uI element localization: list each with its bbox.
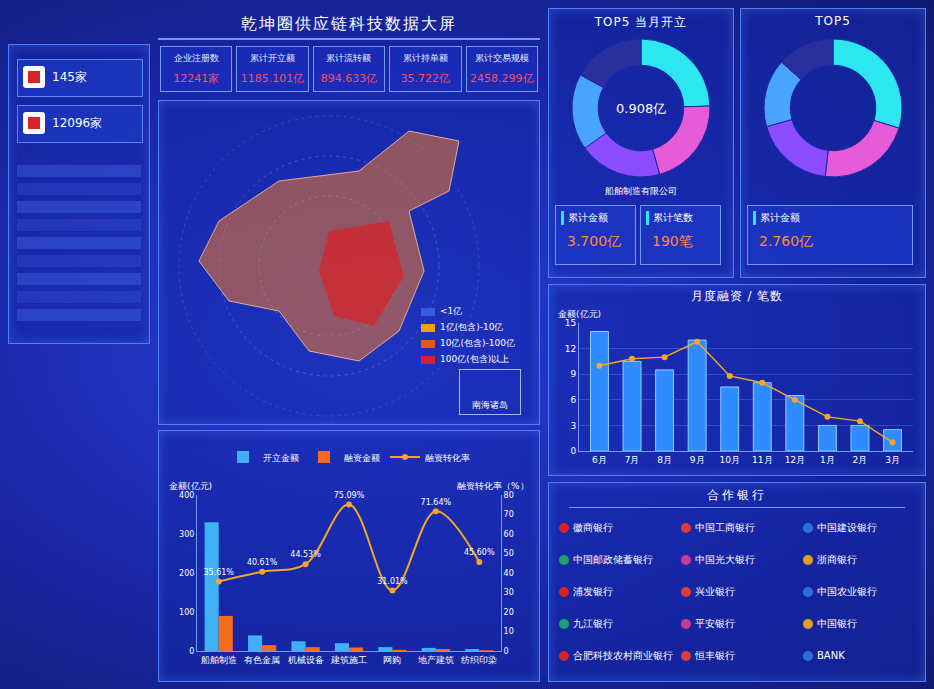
svg-text:44.53%: 44.53% (290, 550, 321, 559)
svg-text:31.01%: 31.01% (377, 577, 408, 586)
svg-text:35.61%: 35.61% (203, 568, 234, 577)
svg-text:融资转化率: 融资转化率 (425, 453, 470, 463)
html-text:恒丰银行: 恒丰银行 (695, 649, 735, 661)
svg-text:金额(亿元): 金额(亿元) (169, 481, 212, 491)
svg-text:9: 9 (570, 369, 576, 379)
html-text:累计持单额: 累计持单额 (402, 53, 448, 63)
svg-text:75.09%: 75.09% (334, 491, 365, 500)
html-text:累计金额: 累计金额 (568, 212, 608, 223)
html-text:兴业银行: 兴业银行 (695, 585, 735, 597)
svg-text:50: 50 (504, 549, 514, 558)
html-text:145家: 145家 (52, 70, 87, 84)
html-text:1亿(包含)-10亿: 1亿(包含)-10亿 (440, 322, 504, 332)
svg-text:71.64%: 71.64% (421, 498, 452, 507)
svg-text:15: 15 (565, 318, 576, 328)
html-text:2.760亿: 2.760亿 (759, 233, 814, 249)
svg-text:网购: 网购 (383, 655, 401, 665)
svg-text:船舶制造: 船舶制造 (201, 655, 237, 665)
html-text:九江银行: 九江银行 (573, 617, 613, 629)
svg-text:40.61%: 40.61% (247, 558, 278, 567)
svg-text:金额(亿元): 金额(亿元) (558, 309, 601, 319)
html-text:平安银行: 平安银行 (695, 617, 735, 629)
svg-text:3: 3 (570, 421, 576, 431)
html-text:累计金额: 累计金额 (760, 212, 800, 223)
svg-text:地产建筑: 地产建筑 (417, 655, 454, 665)
html-text:累计笔数: 累计笔数 (653, 212, 693, 223)
svg-text:融资金额: 融资金额 (344, 453, 380, 463)
html-text:中国工商银行: 中国工商银行 (695, 521, 755, 533)
html-text:BANK: BANK (817, 650, 845, 661)
html-text:1185.101亿: 1185.101亿 (240, 72, 305, 85)
html-text:月度融资 / 笔数: 月度融资 / 笔数 (690, 289, 784, 303)
html-text:190笔: 190笔 (652, 233, 693, 249)
html-text:南海诸岛: 南海诸岛 (472, 400, 508, 410)
html-text:乾坤圈供应链科技数据大屏: 乾坤圈供应链科技数据大屏 (241, 14, 457, 33)
svg-text:400: 400 (179, 491, 194, 500)
html-text:2458.299亿: 2458.299亿 (470, 72, 534, 85)
svg-text:12月: 12月 (785, 455, 805, 465)
svg-text:0: 0 (189, 647, 194, 656)
html-text:企业注册数: 企业注册数 (173, 53, 219, 63)
svg-text:0: 0 (570, 446, 576, 456)
svg-text:70: 70 (504, 510, 514, 519)
html-text:累计开立额: 累计开立额 (250, 53, 296, 63)
svg-text:开立金额: 开立金额 (263, 453, 299, 463)
html-text:35.722亿: 35.722亿 (400, 72, 451, 85)
html-text:TOP5 当月开立: TOP5 当月开立 (594, 15, 688, 29)
svg-text:40: 40 (504, 569, 514, 578)
html-text:合作银行: 合作银行 (707, 488, 767, 502)
svg-text:纺织印染: 纺织印染 (461, 655, 497, 665)
html-text:TOP5: TOP5 (815, 14, 851, 28)
svg-text:3月: 3月 (885, 455, 900, 465)
svg-text:100: 100 (179, 608, 194, 617)
svg-text:0.908亿: 0.908亿 (616, 101, 666, 116)
svg-text:12: 12 (565, 344, 576, 354)
svg-text:9月: 9月 (690, 455, 705, 465)
svg-text:60: 60 (504, 530, 514, 539)
svg-text:1月: 1月 (820, 455, 835, 465)
html-text:中国邮政储蓄银行: 中国邮政储蓄银行 (573, 553, 653, 565)
html-text:浙商银行: 浙商银行 (817, 553, 857, 565)
html-text:中国农业银行: 中国农业银行 (817, 585, 877, 597)
svg-text:融资转化率（%）: 融资转化率（%） (457, 481, 529, 491)
html-text:徽商银行: 徽商银行 (573, 521, 613, 533)
svg-text:300: 300 (179, 530, 194, 539)
svg-text:7月: 7月 (625, 455, 640, 465)
html-text:12241家: 12241家 (173, 72, 220, 85)
html-text:中国光大银行: 中国光大银行 (695, 553, 755, 565)
svg-text:建筑施工: 建筑施工 (330, 655, 367, 665)
html-text:中国银行: 中国银行 (817, 617, 857, 629)
svg-text:有色金属: 有色金属 (244, 655, 280, 665)
html-text:12096家: 12096家 (52, 116, 103, 130)
html-text:100亿(包含)以上: 100亿(包含)以上 (440, 354, 510, 364)
svg-text:2月: 2月 (853, 455, 868, 465)
html-text:10亿(包含)-100亿: 10亿(包含)-100亿 (440, 338, 515, 348)
html-text:<1亿: <1亿 (440, 306, 463, 316)
svg-text:8月: 8月 (657, 455, 672, 465)
svg-text:0: 0 (504, 647, 509, 656)
html-text:中国建设银行: 中国建设银行 (817, 521, 877, 533)
html-text:3.700亿: 3.700亿 (567, 233, 622, 249)
svg-text:45.60%: 45.60% (464, 548, 495, 557)
svg-text:10: 10 (504, 627, 514, 636)
svg-text:200: 200 (179, 569, 194, 578)
svg-text:11月: 11月 (752, 455, 772, 465)
html-text:船舶制造有限公司: 船舶制造有限公司 (605, 186, 677, 196)
html-text:合肥科技农村商业银行: 合肥科技农村商业银行 (573, 649, 673, 661)
svg-text:80: 80 (504, 491, 514, 500)
html-text:894.633亿: 894.633亿 (320, 72, 378, 85)
svg-text:30: 30 (504, 588, 514, 597)
svg-text:机械设备: 机械设备 (288, 655, 324, 665)
html-text:浦发银行: 浦发银行 (573, 585, 613, 597)
svg-text:6: 6 (570, 395, 576, 405)
html-text:累计交易规模: 累计交易规模 (474, 53, 529, 63)
html-text:累计流转额: 累计流转额 (326, 53, 372, 63)
svg-text:10月: 10月 (719, 455, 739, 465)
svg-text:6月: 6月 (592, 455, 607, 465)
svg-text:20: 20 (504, 608, 514, 617)
